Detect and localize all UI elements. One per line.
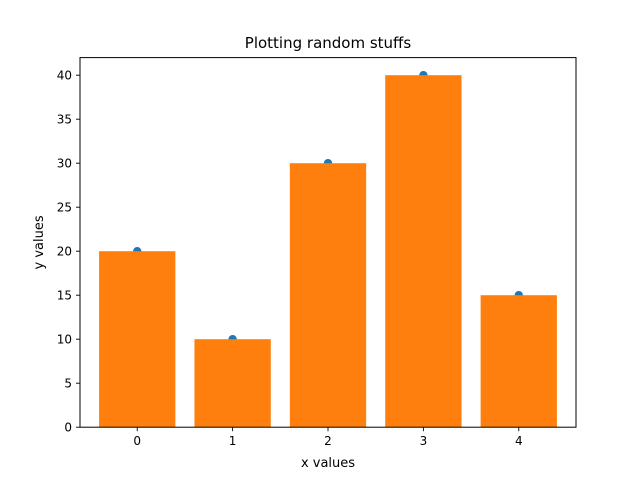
bar-0 [99,251,176,428]
bars-layer [99,75,557,428]
bar-4 [480,295,557,428]
y-tick-label-0: 0 [64,421,72,435]
x-axis-ticks: 0 1 2 3 4 [133,427,523,448]
x-tick-label-2: 2 [324,434,332,448]
y-axis-label: y values [32,215,47,269]
y-axis-ticks: 0 5 10 15 20 25 30 35 40 [57,69,80,435]
y-tick-label-5: 5 [64,377,72,391]
bar-1 [194,339,271,428]
y-tick-label-15: 15 [57,289,72,303]
y-tick-label-30: 30 [57,157,72,171]
x-axis-label: x values [301,456,355,471]
bar-2 [289,163,367,428]
y-tick-label-10: 10 [57,333,72,347]
y-tick-label-25: 25 [57,201,72,215]
y-tick-label-40: 40 [57,69,72,83]
x-tick-label-0: 0 [133,434,141,448]
chart-title: Plotting random stuffs [245,34,412,52]
y-tick-label-35: 35 [57,113,72,127]
x-tick-label-1: 1 [229,434,237,448]
x-tick-label-4: 4 [515,434,523,448]
x-tick-label-3: 3 [420,434,428,448]
bar-3 [385,75,462,428]
y-tick-label-20: 20 [57,245,72,259]
